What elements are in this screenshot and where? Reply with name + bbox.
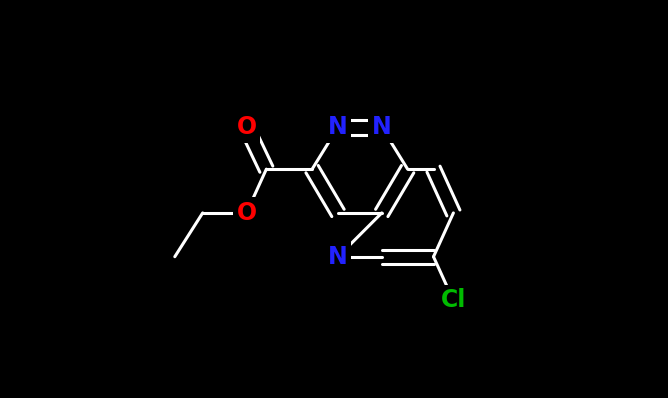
Text: N: N	[372, 115, 391, 139]
Text: O: O	[236, 115, 257, 139]
Text: N: N	[328, 245, 348, 269]
Text: N: N	[328, 115, 348, 139]
Text: Cl: Cl	[441, 289, 466, 312]
Text: O: O	[236, 201, 257, 225]
